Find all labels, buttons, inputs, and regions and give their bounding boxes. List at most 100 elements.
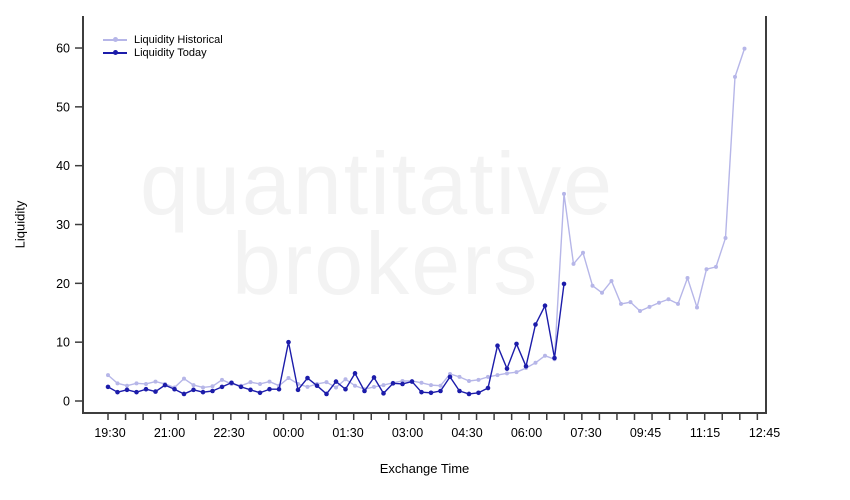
- series-point-1: [238, 384, 244, 390]
- series-point-0: [305, 384, 310, 389]
- series-point-1: [381, 391, 386, 396]
- series-point-0: [704, 267, 709, 272]
- x-tick-label: 06:00: [511, 426, 542, 440]
- series-point-1: [267, 386, 272, 392]
- series-point-0: [267, 379, 272, 384]
- series-point-0: [600, 290, 604, 295]
- series-point-0: [476, 377, 481, 382]
- series-point-0: [191, 383, 196, 388]
- series-point-1: [191, 387, 196, 393]
- series-point-0: [486, 374, 490, 379]
- x-tick-label: 19:30: [94, 426, 125, 440]
- series-point-0: [666, 297, 671, 302]
- series-point-1: [333, 379, 339, 384]
- series-point-1: [523, 363, 529, 369]
- series-point-0: [467, 378, 471, 383]
- legend-item-today: Liquidity Today: [103, 46, 223, 59]
- series-point-0: [657, 300, 661, 305]
- y-tick-label: 60: [56, 42, 70, 56]
- series-point-1: [457, 388, 462, 394]
- series-point-0: [638, 308, 642, 313]
- series-point-0: [742, 46, 747, 51]
- series-point-1: [438, 388, 443, 394]
- series-point-0: [248, 380, 253, 385]
- watermark-line1: quantitative: [140, 134, 615, 233]
- x-axis-title: Exchange Time: [379, 461, 470, 476]
- x-tick-label: 04:30: [451, 426, 482, 440]
- series-line-1: [107, 283, 565, 395]
- series-point-0: [723, 236, 728, 241]
- series-point-0: [353, 383, 357, 388]
- series-point-0: [514, 370, 519, 375]
- series-point-0: [714, 264, 718, 269]
- series-point-1: [286, 339, 291, 345]
- series-point-1: [428, 390, 434, 396]
- series-point-1: [314, 383, 320, 389]
- series-point-1: [134, 389, 139, 395]
- series-point-1: [343, 386, 348, 392]
- series-point-0: [438, 383, 443, 388]
- series-point-1: [210, 388, 215, 394]
- series-point-1: [115, 389, 120, 395]
- series-point-0: [562, 191, 566, 196]
- series-point-0: [343, 377, 348, 382]
- series-point-0: [324, 380, 329, 385]
- series-point-1: [476, 390, 481, 396]
- y-axis-title: Liquidity: [12, 200, 28, 249]
- series-point-1: [371, 375, 377, 380]
- chart-legend: Liquidity Historical Liquidity Today: [103, 33, 223, 59]
- series-point-0: [220, 377, 224, 382]
- series-point-1: [124, 387, 130, 393]
- series-point-1: [305, 375, 310, 381]
- series-point-0: [258, 381, 262, 386]
- x-tick-label: 21:00: [154, 426, 185, 440]
- series-point-1: [447, 374, 453, 380]
- series-point-1: [362, 388, 367, 394]
- series-point-0: [381, 383, 386, 388]
- series-point-0: [647, 304, 652, 309]
- series-point-1: [295, 387, 301, 393]
- series-point-0: [429, 383, 433, 388]
- series-point-0: [505, 371, 509, 376]
- y-tick-label: 10: [56, 336, 70, 350]
- historical-line-sample-icon: [103, 35, 127, 44]
- watermark-line2: brokers: [232, 214, 540, 313]
- series-point-0: [419, 380, 424, 385]
- series-point-1: [200, 389, 206, 395]
- series-point-1: [352, 371, 358, 376]
- series-point-1: [219, 384, 225, 390]
- series-point-1: [485, 385, 491, 391]
- series-point-1: [229, 380, 234, 386]
- y-tick-label: 30: [56, 218, 70, 232]
- series-point-1: [105, 384, 111, 390]
- series-point-1: [181, 391, 187, 397]
- series-point-1: [514, 341, 519, 347]
- series-point-0: [457, 374, 462, 379]
- series-point-1: [561, 281, 567, 287]
- series-point-1: [324, 391, 329, 397]
- y-tick-label: 50: [56, 100, 70, 114]
- series-point-0: [543, 353, 547, 358]
- x-tick-label: 00:00: [273, 426, 304, 440]
- series-point-1: [153, 389, 158, 394]
- series-point-0: [695, 305, 699, 310]
- series-point-0: [609, 278, 614, 283]
- y-tick-label: 20: [56, 277, 70, 291]
- y-tick-label: 40: [56, 159, 70, 173]
- series-point-0: [144, 381, 148, 386]
- series-point-1: [504, 366, 510, 371]
- series-point-0: [115, 381, 120, 386]
- axis-frame: [82, 16, 767, 414]
- x-tick-label: 12:45: [749, 426, 780, 440]
- series-point-0: [495, 373, 500, 378]
- series-point-0: [581, 250, 585, 255]
- series-point-0: [182, 376, 186, 381]
- series-point-1: [552, 355, 557, 361]
- series-point-1: [466, 391, 472, 397]
- series-point-1: [400, 381, 405, 387]
- series-point-0: [286, 376, 291, 381]
- series-point-1: [533, 322, 538, 327]
- series-point-1: [248, 387, 253, 393]
- x-tick-label: 01:30: [332, 426, 363, 440]
- x-tick-label: 22:30: [213, 426, 244, 440]
